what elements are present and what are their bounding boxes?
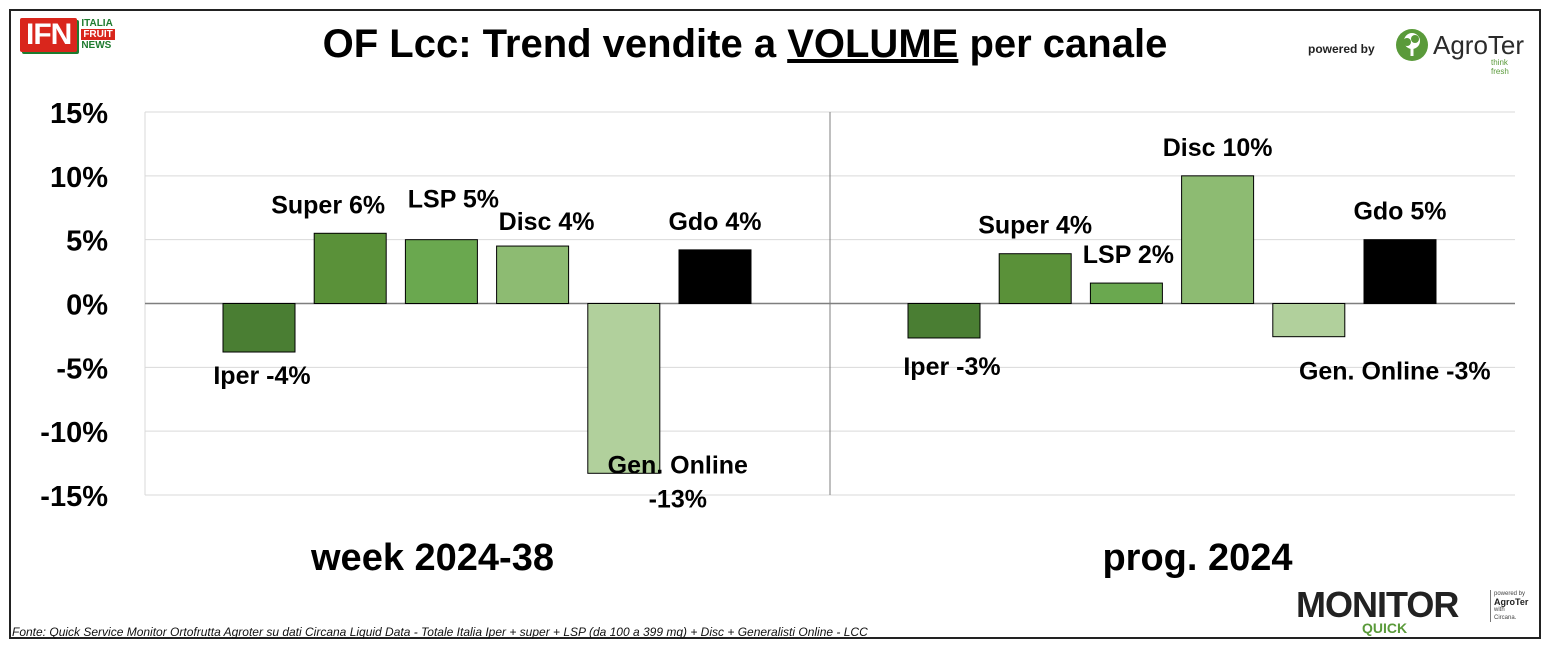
bar-gen-online-0	[587, 303, 661, 474]
data-label: LSP 2%	[1083, 241, 1174, 269]
monitor-wordmark: MONITOR	[1296, 584, 1459, 625]
title-part-3: per canale	[958, 22, 1168, 66]
data-label: Super 4%	[978, 212, 1092, 240]
bar-lsp-0	[404, 239, 478, 305]
monitor-powered-block: powered by AgroTer with Circana.	[1490, 590, 1536, 622]
ifn-logo: IFN ITALIA FRUIT NEWS	[20, 18, 115, 52]
ifn-logo-words: ITALIA FRUIT NEWS	[81, 18, 115, 51]
tree-icon	[1396, 29, 1428, 61]
agroter-tagline: think fresh	[1491, 58, 1509, 76]
quick-wordmark: QUICK	[1362, 620, 1408, 636]
bar-iper-1	[907, 303, 981, 339]
monitor-circana-label: Circana.	[1494, 615, 1517, 621]
group-label: week 2024-38	[310, 537, 554, 579]
bar-gen-online-1	[1272, 303, 1346, 338]
y-tick-label: -15%	[40, 481, 108, 513]
agroter-logo: AgroTer think fresh	[1395, 28, 1525, 76]
monitor-quick-logo: MONITOR QUICK	[1296, 584, 1459, 636]
data-label: LSP 5%	[408, 186, 499, 214]
data-label: Gen. Online	[608, 451, 748, 479]
bar-super-1	[998, 253, 1072, 305]
monitor-powered-label: powered by	[1494, 591, 1526, 597]
ifn-word-italia: ITALIA	[81, 18, 113, 29]
title-part-1: OF Lcc: Trend vendite a	[322, 22, 788, 66]
monitor-agroter-label: AgroTer	[1494, 597, 1529, 607]
powered-by-label: powered by	[1308, 42, 1375, 56]
data-label: Disc 4%	[499, 208, 595, 236]
data-label: Gen. Online -3%	[1299, 358, 1491, 386]
ifn-word-fruit: FRUIT	[81, 29, 115, 40]
y-tick-label: -10%	[40, 417, 108, 449]
bar-disc-1	[1181, 175, 1255, 304]
agroter-name: AgroTer	[1433, 29, 1525, 60]
bar-gdo-0	[678, 249, 752, 305]
data-label: Super 6%	[271, 191, 385, 219]
bar-gdo-1	[1363, 239, 1437, 305]
bar-super-0	[313, 232, 387, 305]
bar-iper-0	[222, 303, 296, 353]
data-label: Iper -4%	[213, 362, 310, 390]
monitor-with-label: with	[1494, 607, 1505, 613]
y-tick-label: 0%	[66, 290, 108, 322]
source-footer: Fonte: Quick Service Monitor Ortofrutta …	[12, 625, 868, 639]
group-label: prog. 2024	[1102, 537, 1292, 579]
y-tick-label: 15%	[50, 98, 108, 130]
title-part-volume: VOLUME	[787, 22, 959, 66]
ifn-logo-mark: IFN	[20, 18, 78, 52]
data-label: Disc 10%	[1163, 134, 1273, 162]
data-label: -13%	[649, 485, 707, 513]
y-tick-label: -5%	[56, 353, 108, 385]
bar-lsp-1	[1089, 282, 1163, 304]
data-label: Gdo 5%	[1353, 198, 1446, 226]
y-tick-label: 5%	[66, 226, 108, 258]
bar-chart: 15% 10% 5% 0% -5% -10% -15% Iper -4% Super 6% LSP…	[40, 98, 1515, 579]
bar-disc-0	[496, 245, 570, 305]
data-label: Iper -3%	[903, 353, 1000, 381]
chart-title: OF Lcc: Trend vendite a VOLUME per canal…	[0, 22, 1490, 67]
ifn-word-news: NEWS	[81, 40, 112, 51]
data-label: Gdo 4%	[668, 208, 761, 236]
y-tick-label: 10%	[50, 162, 108, 194]
